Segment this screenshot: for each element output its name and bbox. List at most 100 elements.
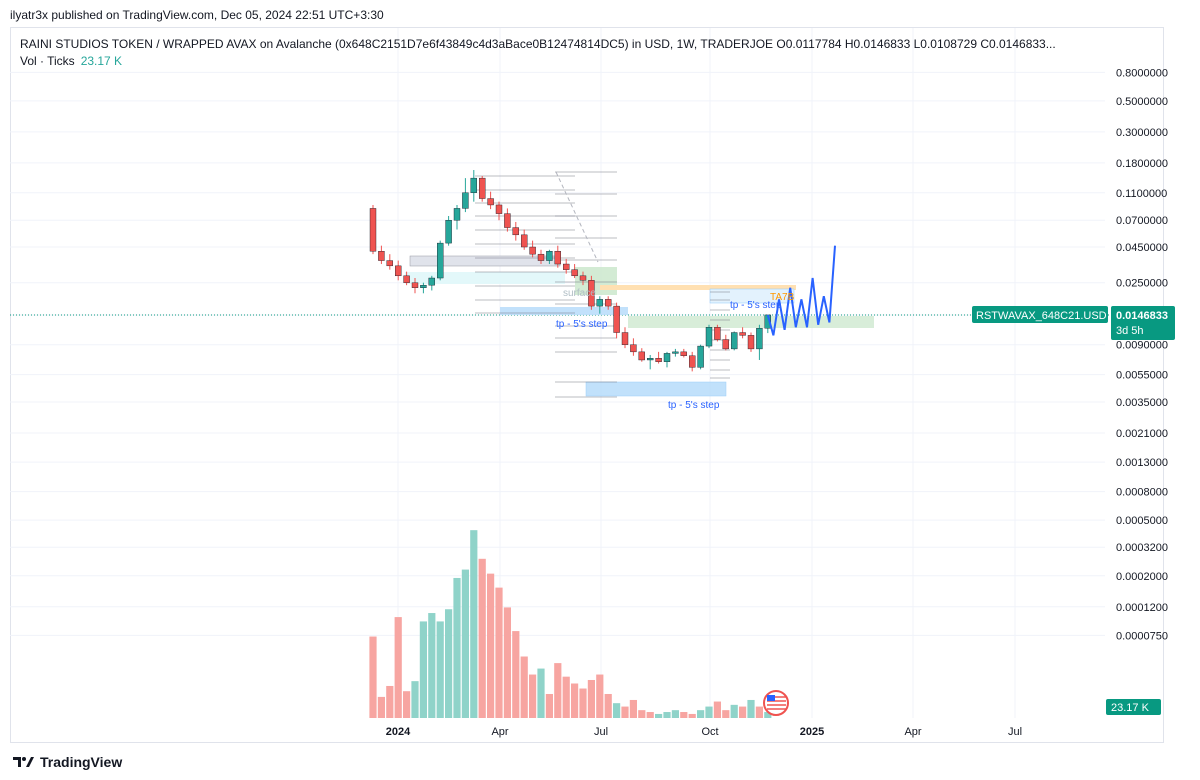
price-axis[interactable]: 0.8000000 0.5000000 0.3000000 0.1800000 0.11… <box>1116 67 1168 642</box>
volume-bar <box>411 681 419 718</box>
y-tick-label: 0.0013000 <box>1116 457 1168 469</box>
volume-bar <box>613 703 621 718</box>
y-tick-label: 0.0021000 <box>1116 428 1168 440</box>
candle-body <box>680 351 687 356</box>
candle-body <box>395 265 402 277</box>
tradingview-logo-icon <box>13 757 34 767</box>
candle-body <box>487 198 494 206</box>
candle-body <box>369 208 377 252</box>
volume-badge-text: 23.17 K <box>1111 702 1150 714</box>
candle-body <box>537 253 545 261</box>
y-tick-label: 0.8000000 <box>1116 67 1168 79</box>
zone-rect <box>409 255 561 267</box>
candle-body <box>462 192 469 209</box>
projection-path <box>766 245 836 336</box>
candle-body <box>672 351 679 354</box>
annotation-label: tp - 5's step <box>730 300 782 311</box>
us-flag-icon-ring <box>763 690 789 716</box>
candle-body <box>638 351 645 361</box>
candle-body <box>479 177 486 199</box>
volume-bar <box>722 710 730 718</box>
zone-rect <box>500 307 628 315</box>
y-tick-label: 0.1100000 <box>1116 188 1167 200</box>
zone-rect <box>600 285 796 290</box>
us-flag-icon <box>763 690 789 716</box>
candle-body <box>596 299 603 307</box>
candle-body <box>470 177 477 193</box>
volume-bar <box>428 613 436 718</box>
volume-bar <box>386 685 394 718</box>
candle-body <box>705 327 713 347</box>
volume-bar <box>478 558 486 718</box>
candle-body <box>529 246 536 255</box>
volume-bar <box>403 691 411 718</box>
volume-bar <box>545 693 553 718</box>
volume-bar <box>663 712 671 718</box>
volume-bar <box>764 712 772 718</box>
volume-bar <box>688 713 696 718</box>
candle-body <box>521 234 528 248</box>
trend-line <box>555 171 599 263</box>
candle-body <box>563 263 570 270</box>
volume-bar <box>638 710 646 718</box>
x-tick-label: 2024 <box>386 726 411 738</box>
x-tick-label: Oct <box>701 726 718 738</box>
volume-legend-label: Vol · Ticks <box>20 54 75 68</box>
candle-body <box>655 358 662 362</box>
volume-bar <box>705 706 713 718</box>
candle-body <box>512 227 519 236</box>
candle-body <box>697 345 704 368</box>
y-tick-label: 0.5000000 <box>1116 96 1168 108</box>
symbol-badge-text: RSTWAVAX_648C21.USD <box>976 310 1107 322</box>
candle-body <box>613 305 620 333</box>
zone-rect <box>575 267 617 295</box>
y-tick-label: 0.0700000 <box>1116 215 1168 227</box>
badges: RSTWAVAX_648C21.USD 0.0146833 3d 5h 23.17 K <box>763 306 1175 716</box>
candle-body <box>546 251 553 261</box>
candle-body <box>714 327 721 340</box>
volume-bar <box>529 674 537 718</box>
candle-body <box>689 355 696 368</box>
volume-bar <box>739 706 747 718</box>
projection-line <box>766 245 836 336</box>
volume-bar <box>747 699 755 718</box>
volume-bar <box>512 631 520 718</box>
candle-body <box>588 280 595 307</box>
candle-body <box>554 251 561 265</box>
y-tick-label: 0.0008000 <box>1116 487 1168 499</box>
candle-body <box>504 213 511 228</box>
annotation-label: tp - 5's step <box>668 400 720 411</box>
chart-frame <box>10 27 1164 743</box>
volume-bar <box>394 617 402 718</box>
candle-body <box>579 275 587 281</box>
countdown-text: 3d 5h <box>1116 325 1144 337</box>
y-tick-label: 0.3000000 <box>1116 127 1168 139</box>
us-flag-icon-canton <box>767 695 775 701</box>
volume-bar <box>445 609 453 718</box>
candle-body <box>445 219 452 244</box>
volume-legend-value: 23.17 K <box>80 54 123 68</box>
symbol-legend: RAINI STUDIOS TOKEN / WRAPPED AVAX on Av… <box>20 37 1056 51</box>
volume-bar <box>419 621 427 718</box>
x-tick-label: Apr <box>904 726 921 738</box>
volume-bar <box>520 656 528 718</box>
volume-bar <box>655 713 663 718</box>
candle-body <box>571 269 578 277</box>
volume-bar <box>562 676 570 718</box>
candle-body <box>621 332 629 345</box>
y-tick-label: 0.0450000 <box>1116 242 1168 254</box>
time-axis[interactable]: 2024 Apr Jul Oct 2025 Apr Jul <box>386 726 1022 738</box>
volume-bar <box>453 577 461 718</box>
y-tick-label: 0.1800000 <box>1116 158 1168 170</box>
volume-bar <box>755 706 763 718</box>
volume-bar <box>369 636 377 718</box>
volume-bar <box>461 569 469 718</box>
y-tick-label: 0.0035000 <box>1116 397 1168 409</box>
volume-bar <box>503 607 511 718</box>
volume-bar <box>730 704 738 718</box>
volume-bar <box>629 699 637 718</box>
y-tick-label: 0.0003200 <box>1116 542 1168 554</box>
candle-body <box>386 260 393 267</box>
candle-body <box>403 275 410 283</box>
